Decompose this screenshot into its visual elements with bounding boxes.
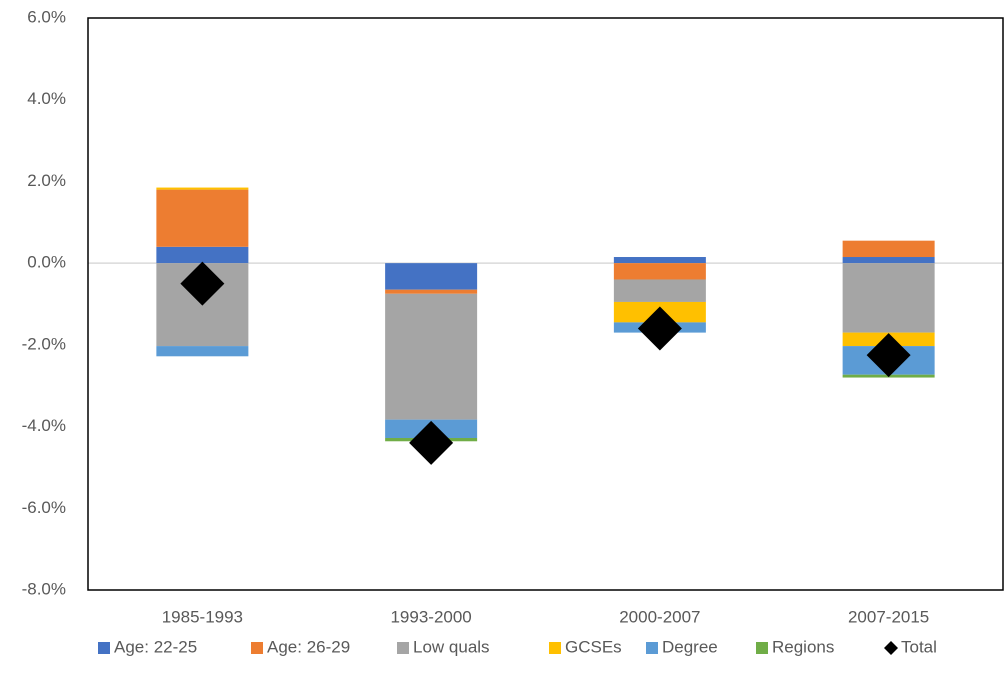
- legend-label: Total: [901, 637, 937, 656]
- legend-label: Degree: [662, 637, 718, 656]
- bar-segment: [842, 257, 935, 264]
- y-tick-label: -4.0%: [22, 416, 66, 435]
- legend-swatch: [397, 642, 409, 654]
- total-marker: [866, 333, 911, 378]
- bar-segment: [613, 263, 706, 280]
- bar-segment: [156, 346, 249, 357]
- bar-segment: [842, 263, 935, 333]
- legend-swatch: [646, 642, 658, 654]
- legend-swatch: [251, 642, 263, 654]
- y-tick-label: 4.0%: [27, 89, 66, 108]
- legend-swatch: [549, 642, 561, 654]
- bar-segment: [613, 257, 706, 264]
- bar-segment: [385, 293, 478, 420]
- legend-label: Low quals: [413, 637, 490, 656]
- total-marker: [180, 261, 225, 306]
- total-marker: [409, 420, 454, 465]
- legend-label: GCSEs: [565, 637, 622, 656]
- bar-segment: [385, 289, 478, 294]
- y-tick-label: 6.0%: [27, 7, 66, 26]
- y-tick-label: 2.0%: [27, 171, 66, 190]
- bar-segment: [156, 246, 249, 264]
- y-tick-label: 0.0%: [27, 253, 66, 272]
- bar-segment: [613, 279, 706, 302]
- x-tick-label: 1993-2000: [390, 607, 471, 626]
- legend-swatch: [756, 642, 768, 654]
- legend-label: Age: 22-25: [114, 637, 197, 656]
- bar-segment: [156, 187, 249, 190]
- x-tick-label: 2007-2015: [848, 607, 929, 626]
- plot-frame: [87, 17, 1004, 591]
- bar-segment: [385, 263, 478, 290]
- x-tick-label: 1985-1993: [162, 607, 243, 626]
- y-tick-label: -8.0%: [22, 579, 66, 598]
- y-tick-label: -6.0%: [22, 498, 66, 517]
- legend-swatch: [98, 642, 110, 654]
- legend-label: Age: 26-29: [267, 637, 350, 656]
- legend-label: Regions: [772, 637, 834, 656]
- bar-segment: [842, 240, 935, 258]
- bar-segment: [156, 189, 249, 247]
- y-tick-label: -2.0%: [22, 334, 66, 353]
- total-marker: [637, 306, 682, 351]
- x-tick-label: 2000-2007: [619, 607, 700, 626]
- legend-marker: [884, 641, 898, 655]
